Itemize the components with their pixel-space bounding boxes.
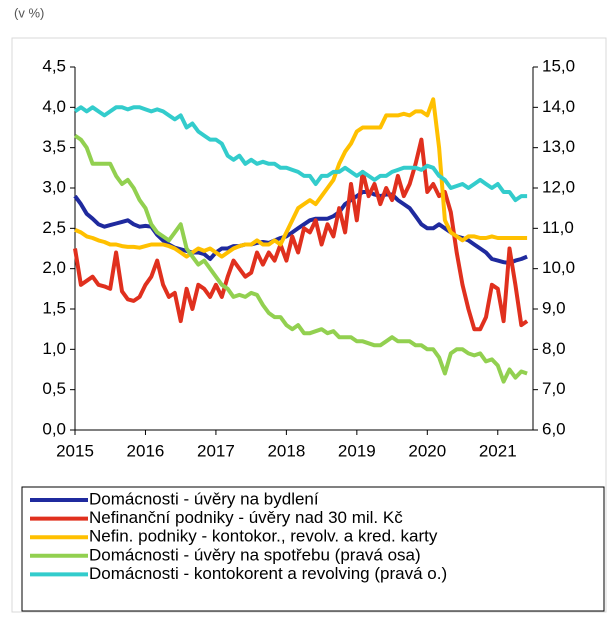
y2-tick-label: 6,0 xyxy=(542,419,566,438)
y-tick-label: 2,0 xyxy=(42,258,66,277)
y2-tick-label: 8,0 xyxy=(542,339,566,358)
y2-tick-label: 15,0 xyxy=(542,56,575,75)
legend-label: Nefin. podniky - kontokor., revolv. a kr… xyxy=(89,527,438,546)
legend-box xyxy=(21,486,605,612)
series-line xyxy=(74,97,528,259)
y2-tick-label: 12,0 xyxy=(542,177,575,196)
y-tick-label: 1,5 xyxy=(42,298,66,317)
legend-label: Domácnosti - úvěry na spotřebu (pravá os… xyxy=(89,545,421,564)
y2-tick-label: 13,0 xyxy=(542,137,575,156)
subtitle: (v %) xyxy=(14,5,44,20)
series-line xyxy=(73,137,529,332)
legend-label: Domácnosti - úvěry na bydlení xyxy=(89,489,319,508)
series-line xyxy=(73,133,528,384)
y-tick-label: 2,5 xyxy=(42,218,66,237)
x-tick-label: 2016 xyxy=(127,441,165,460)
x-tick-label: 2020 xyxy=(408,441,446,460)
x-tick-label: 2017 xyxy=(197,441,235,460)
legend-label: Nefinanční podniky - úvěry nad 30 mil. K… xyxy=(89,508,403,527)
y2-tick-label: 9,0 xyxy=(542,298,566,317)
y-tick-label: 4,0 xyxy=(42,97,66,116)
y2-tick-label: 7,0 xyxy=(542,379,566,398)
y-tick-label: 4,5 xyxy=(42,56,66,75)
y2-tick-label: 10,0 xyxy=(542,258,575,277)
series-line xyxy=(73,105,528,203)
y-tick-label: 0,0 xyxy=(42,419,66,438)
chart-border xyxy=(11,37,607,613)
y-tick-label: 0,5 xyxy=(42,379,66,398)
y-tick-label: 3,0 xyxy=(42,177,66,196)
y-tick-label: 1,0 xyxy=(42,339,66,358)
x-tick-label: 2021 xyxy=(479,441,517,460)
legend-label: Domácnosti - kontokorent a revolving (pr… xyxy=(89,564,447,583)
y-tick-label: 3,5 xyxy=(42,137,66,156)
x-tick-label: 2018 xyxy=(267,441,305,460)
x-tick-label: 2015 xyxy=(56,441,94,460)
y2-tick-label: 11,0 xyxy=(542,218,574,237)
y2-tick-label: 14,0 xyxy=(542,97,575,116)
x-tick-label: 2019 xyxy=(338,441,376,460)
